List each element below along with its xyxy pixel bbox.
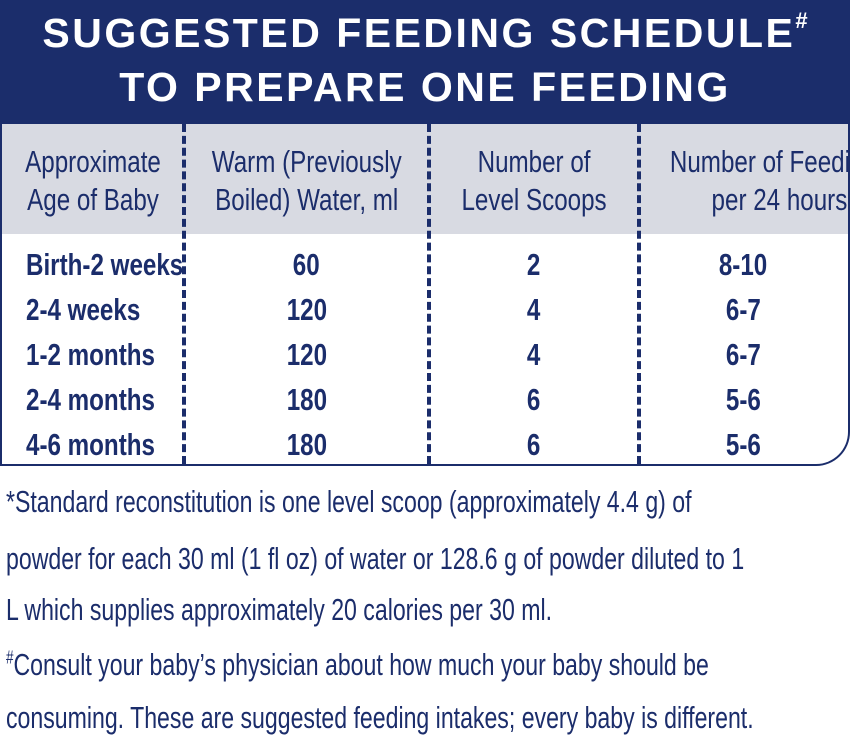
table-header: Approximate Age of Baby Warm (Previously B…	[2, 124, 848, 234]
scoops-cell: 6	[527, 427, 541, 462]
table-row: 1-2 months 120 4 6-7	[2, 332, 848, 377]
water-cell: 120	[286, 337, 327, 372]
column-divider	[637, 124, 641, 464]
header-water: Warm (Previously Boiled) Water, ml	[211, 144, 402, 217]
water-cell: 180	[286, 427, 327, 462]
age-cell: 2-4 weeks	[26, 292, 141, 327]
scoops-cell: 4	[527, 292, 541, 327]
feedings-cell: 6-7	[726, 292, 761, 327]
title-line-2: TO PREPARE ONE FEEDING	[119, 64, 731, 110]
header-scoops: Number of Level Scoops	[461, 144, 607, 217]
table-row: 2-4 months 180 6 5-6	[2, 377, 848, 422]
title-text: SUGGESTED FEEDING SCHEDULE	[42, 10, 796, 56]
water-cell: 180	[286, 382, 327, 417]
scoops-cell: 2	[527, 247, 541, 282]
age-cell: 1-2 months	[26, 337, 155, 372]
feeding-schedule-panel: SUGGESTED FEEDING SCHEDULE# TO PREPARE O…	[0, 0, 850, 466]
scoops-cell: 4	[527, 337, 541, 372]
feedings-cell: 6-7	[726, 337, 761, 372]
table-row: 2-4 weeks 120 4 6-7	[2, 287, 848, 332]
column-divider	[182, 124, 186, 464]
footnote-line: consuming. These are suggested feeding i…	[6, 700, 754, 735]
header-age: Approximate Age of Baby	[25, 144, 161, 217]
age-cell: 2-4 months	[26, 382, 155, 417]
age-cell: Birth-2 weeks	[26, 247, 184, 282]
feedings-cell: 5-6	[726, 427, 761, 462]
footnote-line: *Standard reconstitution is one level sc…	[6, 484, 692, 519]
age-cell: 4-6 months	[26, 427, 155, 462]
title-footnote-mark: #	[795, 8, 808, 34]
table-row: 4-6 months 180 6 5-6	[2, 422, 848, 464]
title-line-1: SUGGESTED FEEDING SCHEDULE#	[2, 8, 848, 57]
header-feedings: Number of Feedingsper 24 hours	[669, 144, 850, 217]
footnote-line: #Consult your baby’s physician about how…	[6, 647, 709, 682]
title-band: SUGGESTED FEEDING SCHEDULE# TO PREPARE O…	[2, 0, 848, 124]
table-row: Birth-2 weeks 60 2 8-10	[2, 242, 848, 287]
feedings-cell: 5-6	[726, 382, 761, 417]
water-cell: 60	[293, 247, 320, 282]
footnote-line: powder for each 30 ml (1 fl oz) of water…	[6, 541, 745, 576]
column-divider	[427, 124, 431, 464]
footnote-line: L which supplies approximately 20 calori…	[6, 592, 552, 627]
water-cell: 120	[286, 292, 327, 327]
feedings-cell: 8-10	[719, 247, 768, 282]
scoops-cell: 6	[527, 382, 541, 417]
footnote-hash-mark: #	[6, 647, 14, 668]
